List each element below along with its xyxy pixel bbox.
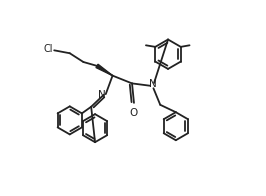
Text: N: N	[149, 79, 156, 89]
Polygon shape	[96, 64, 113, 76]
Text: N: N	[98, 90, 106, 100]
Text: Cl: Cl	[44, 44, 53, 54]
Text: O: O	[129, 108, 138, 118]
